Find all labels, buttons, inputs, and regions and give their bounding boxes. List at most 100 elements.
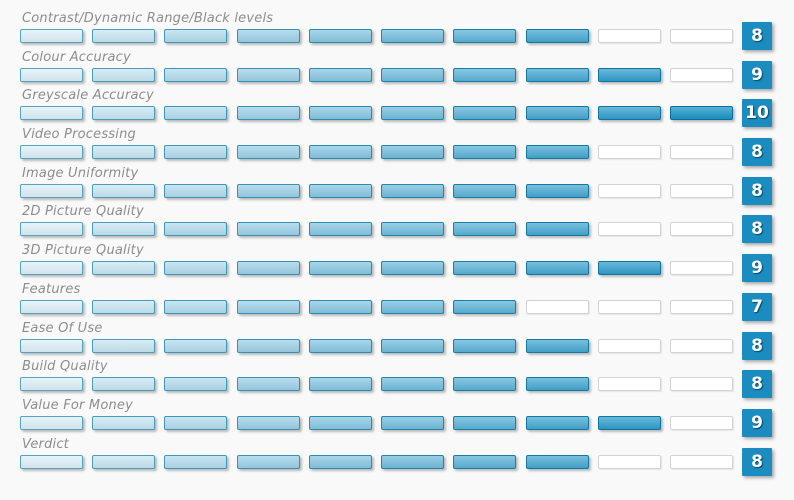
rating-bar [20,299,733,314]
rating-segment-filled [453,377,517,392]
rating-segment-filled [381,145,445,160]
rating-segment-filled [308,106,372,121]
rating-row: Image Uniformity 8 [20,165,772,205]
rating-segment-filled [236,145,300,160]
rating-segment-filled [20,222,83,237]
rating-bar [20,261,733,276]
rating-segment-empty [669,145,733,160]
rating-segment-filled [20,106,83,121]
rating-bar [20,183,733,198]
score-badge: 8 [742,370,772,399]
rating-segment-filled [20,454,83,469]
rating-segment-filled [308,222,372,237]
rating-segment-filled [20,377,83,392]
rating-bar [20,222,733,237]
rating-segment-filled [20,183,83,198]
rating-segment-filled [20,338,83,353]
category-label: Build Quality [22,359,108,375]
rating-segment-empty [669,29,733,43]
rating-row: Colour Accuracy 9 [20,49,772,89]
category-label: Video Processing [22,127,136,143]
rating-segment-filled [525,67,589,82]
rating-row: Build Quality 8 [20,358,772,399]
rating-segment-filled [236,415,300,430]
rating-segment-filled [381,377,445,392]
rating-segment-filled [236,29,300,43]
rating-segment-filled [525,183,589,198]
rating-segment-filled [525,338,589,353]
category-label: Ease Of Use [22,320,103,336]
category-label: Contrast/Dynamic Range/Black levels [22,11,274,26]
rating-segment-filled [597,106,661,121]
rating-bar [20,415,733,430]
rating-segment-filled [236,299,300,314]
rating-segment-filled [92,415,156,430]
rating-segment-filled [308,67,372,82]
rating-segment-filled [20,145,83,160]
rating-segment-filled [164,106,228,121]
rating-segment-filled [453,67,517,82]
rating-segment-empty [669,183,733,198]
rating-segment-filled [236,454,300,469]
rating-segment-empty [597,145,661,160]
score-badge: 9 [742,254,772,283]
rating-segment-empty [525,299,589,314]
rating-segment-filled [453,261,517,276]
score-badge: 9 [742,60,772,89]
rating-segment-filled [308,183,372,198]
rating-segment-filled [453,415,517,430]
rating-row: Contrast/Dynamic Range/Black levels 8 [20,10,772,50]
rating-segment-filled [164,299,228,314]
rating-segment-filled [236,106,300,121]
category-label: Greyscale Accuracy [22,88,154,104]
score-badge: 8 [742,22,772,50]
rating-segment-filled [597,415,661,430]
rating-bar [20,29,733,43]
rating-segment-filled [92,454,156,469]
rating-segment-filled [92,261,156,276]
rating-segment-filled [236,183,300,198]
category-label: 2D Picture Quality [22,204,144,220]
rating-row: Features 7 [20,281,772,321]
rating-segment-empty [669,299,733,314]
rating-segment-filled [308,29,372,43]
rating-segment-filled [381,106,445,121]
rating-segment-filled [92,67,156,82]
rating-segment-filled [164,67,228,82]
rating-row: Value For Money 9 [20,397,772,437]
category-label: Colour Accuracy [22,49,131,65]
rating-segment-filled [164,338,228,353]
rating-segment-filled [453,222,517,237]
rating-bar [20,377,733,392]
rating-segment-filled [381,454,445,469]
rating-segment-filled [20,29,83,43]
rating-segment-filled [92,145,156,160]
rating-segment-empty [669,338,733,353]
rating-segment-filled [236,377,300,392]
rating-segment-filled [381,299,445,314]
rating-segment-filled [20,415,83,430]
category-label: Features [22,281,81,297]
rating-segment-empty [597,377,661,392]
rating-segment-filled [308,145,372,160]
rating-segment-filled [164,145,228,160]
rating-segment-filled [236,261,300,276]
score-badge: 10 [742,99,772,128]
rating-segment-empty [597,29,661,43]
score-badge: 7 [742,292,772,321]
rating-segment-filled [453,106,517,121]
rating-segment-filled [525,145,589,160]
rating-segment-filled [525,415,589,430]
rating-segment-filled [453,454,517,469]
rating-row: Video Processing 8 [20,126,772,167]
rating-segment-filled [164,222,228,237]
score-badge: 8 [742,331,772,360]
rating-segment-filled [164,377,228,392]
rating-segment-filled [525,29,589,43]
rating-segment-filled [381,261,445,276]
rating-row: 2D Picture Quality 8 [20,203,772,244]
rating-segment-filled [381,29,445,43]
rating-segment-filled [308,415,372,430]
rating-segment-filled [525,377,589,392]
rating-bar [20,67,733,82]
